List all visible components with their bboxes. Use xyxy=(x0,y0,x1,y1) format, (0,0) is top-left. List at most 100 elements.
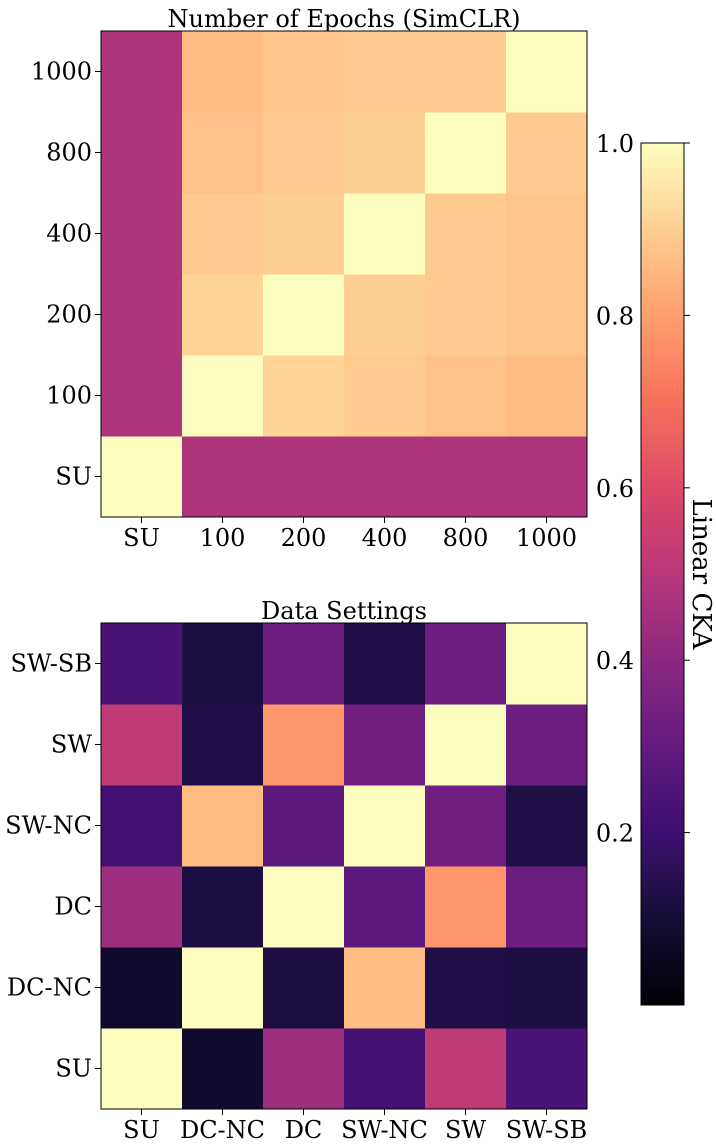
colorbar-tick-label: 0.4 xyxy=(596,647,634,675)
heatmap-cell xyxy=(506,436,588,518)
heatmap-cell xyxy=(263,31,345,113)
colorbar-gradient xyxy=(640,142,685,1006)
heatmap-cell xyxy=(506,1028,588,1110)
heatmap-cell xyxy=(263,355,345,437)
heatmap-cell xyxy=(263,947,345,1029)
heatmap-cell xyxy=(101,31,183,113)
heatmap-epochs-title: Number of Epochs (SimCLR) xyxy=(168,5,521,33)
heatmap-cell xyxy=(344,193,426,275)
y-tick-label: DC xyxy=(54,893,92,921)
heatmap-cell xyxy=(182,785,264,867)
heatmap-cell xyxy=(506,704,588,786)
heatmap-cell xyxy=(263,704,345,786)
heatmap-cell xyxy=(101,623,183,705)
x-tick-label: SW xyxy=(445,1116,486,1144)
y-tick-label: 400 xyxy=(46,220,92,248)
heatmap-cell xyxy=(344,947,426,1029)
heatmap-cell xyxy=(344,1028,426,1110)
x-tick-label: 400 xyxy=(362,524,408,552)
y-tick-label: SW-NC xyxy=(5,812,92,840)
heatmap-cell xyxy=(182,355,264,437)
heatmap-cell xyxy=(182,866,264,948)
heatmap-cell xyxy=(101,436,183,518)
y-tick-label: DC-NC xyxy=(7,974,92,1002)
y-tick-label: SU xyxy=(55,463,92,491)
heatmap-cell xyxy=(182,704,264,786)
heatmap-cell xyxy=(425,31,507,113)
heatmap-cell xyxy=(344,31,426,113)
heatmap-cell xyxy=(344,355,426,437)
heatmap-cell xyxy=(263,623,345,705)
heatmap-cell xyxy=(263,193,345,275)
heatmap-cell xyxy=(101,193,183,275)
heatmap-cell xyxy=(101,1028,183,1110)
heatmap-cell xyxy=(344,112,426,194)
heatmap-cell xyxy=(506,31,588,113)
heatmap-cell xyxy=(425,866,507,948)
heatmap-epochs: Number of Epochs (SimCLR) SU 100 200 400 800… xyxy=(31,5,588,552)
x-tick-label: 1000 xyxy=(516,524,577,552)
x-tick-label: 100 xyxy=(200,524,246,552)
heatmap-cell xyxy=(425,704,507,786)
x-tick-label: SW-NC xyxy=(341,1116,428,1144)
x-tick-label: SU xyxy=(123,524,160,552)
heatmap-data-settings-title: Data Settings xyxy=(261,597,427,625)
heatmap-cell xyxy=(182,193,264,275)
heatmap-cell xyxy=(263,274,345,356)
colorbar-tick-label: 0.6 xyxy=(596,475,634,503)
heatmap-cell xyxy=(506,112,588,194)
y-tick-label: 200 xyxy=(46,301,92,329)
x-tick-label: DC-NC xyxy=(180,1116,265,1144)
y-tick-label: 100 xyxy=(46,382,92,410)
heatmap-cell xyxy=(101,947,183,1029)
x-tick-label: 200 xyxy=(281,524,327,552)
heatmap-cell xyxy=(344,704,426,786)
heatmap-data-settings: Data Settings SU DC-NC DC SW-NC SW SW-SB SU DC-… xyxy=(5,597,588,1144)
y-tick-label: 800 xyxy=(46,139,92,167)
heatmap-cell xyxy=(344,274,426,356)
y-tick-label: SW xyxy=(51,731,92,759)
heatmap-cell xyxy=(425,623,507,705)
heatmap-cell xyxy=(101,866,183,948)
heatmap-cell xyxy=(506,785,588,867)
heatmap-cell xyxy=(101,274,183,356)
colorbar-tick-label: 0.2 xyxy=(596,820,634,848)
heatmap-frame xyxy=(100,622,588,1110)
heatmap-frame xyxy=(100,30,588,518)
heatmap-cell xyxy=(101,112,183,194)
heatmap-cell xyxy=(344,866,426,948)
heatmap-cell xyxy=(101,704,183,786)
heatmap-cell xyxy=(506,355,588,437)
x-tick-label: 800 xyxy=(443,524,489,552)
colorbar-tick-label: 0.8 xyxy=(596,302,634,330)
colorbar: 0.2 0.4 0.6 0.8 1.0 Linear CKA xyxy=(596,130,716,1006)
heatmap-cell xyxy=(182,947,264,1029)
heatmap-cell xyxy=(263,785,345,867)
heatmap-cell xyxy=(182,112,264,194)
heatmap-cell xyxy=(425,1028,507,1110)
y-tick-label: SU xyxy=(55,1055,92,1083)
heatmap-cell xyxy=(425,112,507,194)
heatmap-cell xyxy=(425,785,507,867)
heatmap-cell xyxy=(344,785,426,867)
y-tick-label: 1000 xyxy=(31,58,92,86)
heatmap-cell xyxy=(182,436,264,518)
heatmap-cell xyxy=(425,947,507,1029)
heatmap-cell xyxy=(182,623,264,705)
heatmap-cell xyxy=(506,623,588,705)
heatmap-cell xyxy=(182,31,264,113)
heatmap-cell xyxy=(506,274,588,356)
colorbar-label: Linear CKA xyxy=(686,499,716,651)
heatmap-cell xyxy=(344,623,426,705)
x-tick-label: DC xyxy=(285,1116,323,1144)
heatmap-cell xyxy=(101,355,183,437)
heatmap-cell xyxy=(425,436,507,518)
heatmap-cell xyxy=(182,274,264,356)
y-tick-label: SW-SB xyxy=(10,650,92,678)
heatmap-cell xyxy=(263,436,345,518)
heatmap-cell xyxy=(506,866,588,948)
heatmap-cell xyxy=(182,1028,264,1110)
heatmap-cell xyxy=(101,785,183,867)
colorbar-tick-label: 1.0 xyxy=(596,130,634,158)
